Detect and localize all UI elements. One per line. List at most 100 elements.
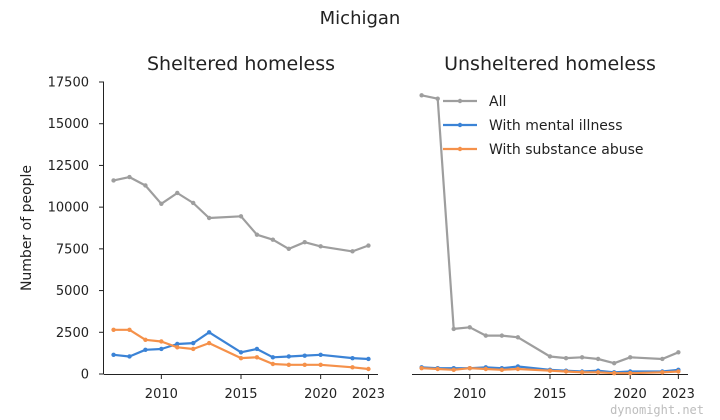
data-point (238, 355, 244, 361)
data-point (191, 200, 196, 206)
y-tick-label: 2500 (56, 326, 89, 341)
data-point (366, 366, 371, 372)
data-point (676, 369, 681, 374)
data-point (515, 366, 521, 372)
data-point (143, 347, 148, 353)
data-point (595, 356, 601, 362)
data-point (499, 367, 505, 373)
panel-sheltered-homeless: Sheltered homeless 0 2500 5000 7500 10000 1250… (48, 53, 385, 402)
data-point (270, 355, 276, 360)
data-point (302, 362, 307, 368)
y-tick-label: 17500 (48, 76, 89, 91)
data-point (206, 340, 212, 346)
legend-item-all: All (443, 94, 506, 110)
data-point (628, 370, 633, 376)
legend-marker (457, 98, 463, 104)
series-all (111, 174, 371, 254)
data-point (366, 356, 371, 362)
y-tick-label: 15000 (48, 117, 89, 132)
data-point (191, 346, 196, 352)
legend-label: With mental illness (489, 118, 623, 134)
data-point (143, 337, 148, 342)
y-axis-label: Number of people (19, 165, 35, 291)
data-point (159, 339, 164, 344)
legend-label: All (489, 94, 506, 110)
data-point (451, 367, 456, 373)
data-point (254, 232, 260, 237)
data-point (191, 340, 196, 346)
legend-label: With substance abuse (489, 142, 644, 158)
data-point (483, 366, 489, 372)
data-point (435, 366, 440, 372)
x-tick-label: 2020 (304, 387, 337, 402)
data-point (286, 246, 291, 252)
data-point (483, 333, 489, 338)
panel-unsheltered-homeless: Unsheltered homeless 2010 2015 2020 2023 (412, 53, 695, 402)
data-point (111, 178, 116, 183)
legend-item-with-mental-illness: With mental illness (443, 118, 623, 134)
series-with-substance-abuse (111, 327, 371, 372)
legend-item-with-substance-abuse: With substance abuse (443, 142, 644, 158)
series-with-mental-illness (111, 330, 371, 362)
data-point (499, 333, 505, 338)
y-tick-label: 5000 (56, 284, 89, 299)
data-point (611, 370, 617, 376)
data-point (676, 350, 681, 355)
data-point (254, 355, 260, 360)
data-point (435, 96, 440, 101)
data-point (127, 354, 132, 359)
legend: All With mental illness With substance abu… (443, 94, 644, 158)
data-point (175, 341, 180, 347)
y-tick-label: 12500 (48, 159, 89, 174)
data-point (127, 327, 132, 332)
data-point (350, 355, 355, 361)
x-tick-label: 2020 (614, 387, 647, 402)
x-tick-label: 2015 (533, 387, 566, 402)
data-point (175, 345, 180, 350)
data-point (286, 362, 291, 368)
data-point (318, 244, 323, 249)
y-tick-label: 0 (81, 368, 89, 383)
data-point (270, 361, 276, 367)
data-point (111, 327, 116, 332)
data-point (595, 370, 601, 375)
data-point (467, 325, 472, 330)
data-point (206, 215, 212, 221)
data-point (270, 237, 276, 242)
series-with-substance-abuse (419, 365, 681, 376)
data-point (579, 355, 585, 360)
y-tick-label: 10000 (48, 201, 89, 216)
data-point (611, 360, 617, 366)
legend-marker (457, 146, 463, 152)
data-point (660, 356, 665, 362)
y-tick-label: 7500 (56, 242, 89, 257)
data-point (318, 362, 323, 368)
data-point (419, 365, 424, 371)
data-point (238, 214, 244, 219)
data-point (563, 355, 569, 361)
data-point (547, 354, 553, 359)
data-point (206, 330, 212, 335)
series-line (421, 94, 679, 365)
chart-panels: Sheltered homeless 0 2500 5000 7500 10000 1250… (48, 53, 695, 402)
legend-marker (457, 122, 463, 128)
data-point (254, 346, 260, 352)
data-point (515, 335, 521, 340)
data-point (563, 369, 569, 374)
series-line (113, 331, 369, 361)
data-point (143, 183, 148, 188)
data-point (159, 346, 164, 352)
data-point (238, 350, 244, 355)
panel-title: Sheltered homeless (147, 53, 335, 75)
x-tick-label: 2023 (662, 387, 695, 402)
data-point (660, 370, 665, 375)
data-point (451, 326, 456, 332)
data-point (159, 201, 164, 207)
data-point (350, 365, 355, 370)
data-point (366, 243, 371, 248)
x-tick-label: 2010 (145, 387, 178, 402)
data-point (286, 354, 291, 359)
data-point (127, 174, 132, 180)
data-point (302, 353, 307, 358)
